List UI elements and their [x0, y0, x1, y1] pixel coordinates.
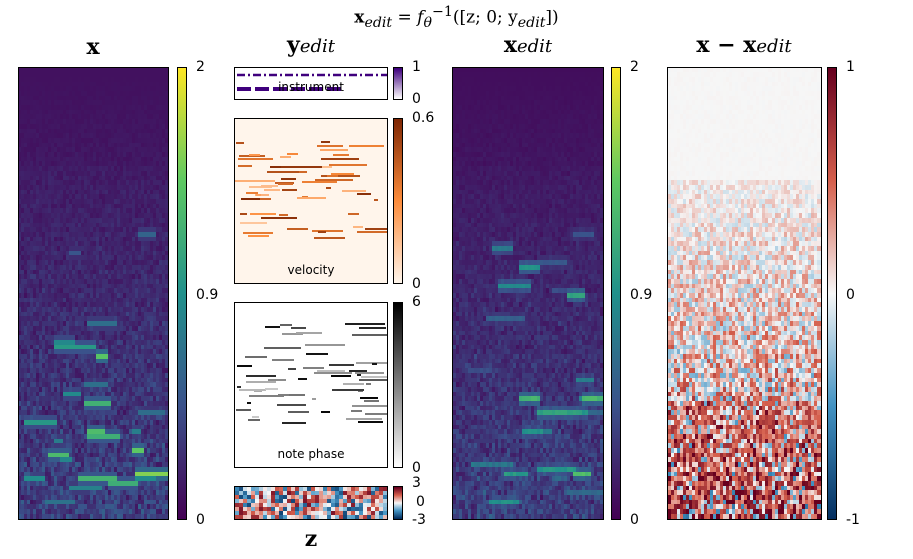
colorbar-z-tick-max: 3 [412, 475, 421, 491]
colorbar-x-edit [611, 67, 621, 520]
heatmap-diff [667, 67, 822, 520]
instrument-label: instrument [278, 80, 344, 94]
colorbar-instrument-tick-max: 1 [412, 59, 421, 75]
colorbar-z [393, 486, 403, 520]
note-phase-panel: note phase [234, 302, 388, 468]
colorbar-note-phase-tick-max: 6 [412, 294, 421, 310]
panel-title-y-edit: yedit [287, 32, 335, 58]
colorbar-x-edit-tick-min: 0 [630, 512, 639, 528]
panel-title-z: z [304, 526, 318, 552]
colorbar-x [177, 67, 187, 520]
colorbar-diff-tick-min: -1 [846, 512, 860, 528]
colorbar-x-tick-min: 0 [196, 512, 205, 528]
note-phase-label: note phase [277, 447, 345, 461]
velocity-label: velocity [287, 263, 335, 277]
colorbar-z-tick-min: -3 [412, 512, 426, 528]
colorbar-z-tick-mid: 0 [416, 494, 425, 510]
colorbar-diff-tick-mid: 0 [846, 287, 855, 303]
colorbar-note-phase-tick-min: 0 [412, 460, 421, 476]
heatmap-x-edit [452, 67, 604, 520]
z-panel [234, 486, 388, 520]
velocity-panel: velocity [234, 118, 388, 284]
colorbar-note-phase [393, 302, 403, 468]
panel-title-x: x [86, 34, 100, 60]
figure-equation: xedit = fθ−1([z; 0; yedit]) [354, 4, 559, 32]
colorbar-x-edit-tick-mid: 0.9 [630, 287, 653, 303]
instrument-panel: instrument [234, 67, 388, 100]
colorbar-velocity-tick-min: 0 [412, 276, 421, 292]
colorbar-instrument-tick-min: 0 [412, 91, 421, 107]
colorbar-diff [827, 67, 837, 520]
colorbar-velocity-tick-max: 0.6 [412, 110, 435, 126]
panel-title-x-edit: xedit [503, 32, 553, 58]
colorbar-instrument [393, 67, 403, 100]
colorbar-x-tick-mid: 0.9 [196, 287, 219, 303]
colorbar-x-edit-tick-max: 2 [630, 59, 639, 75]
heatmap-x [18, 67, 169, 520]
colorbar-diff-tick-max: 1 [846, 59, 855, 75]
colorbar-velocity [393, 118, 403, 284]
colorbar-x-tick-max: 2 [196, 59, 205, 75]
panel-title-diff: x − xedit [696, 32, 792, 58]
